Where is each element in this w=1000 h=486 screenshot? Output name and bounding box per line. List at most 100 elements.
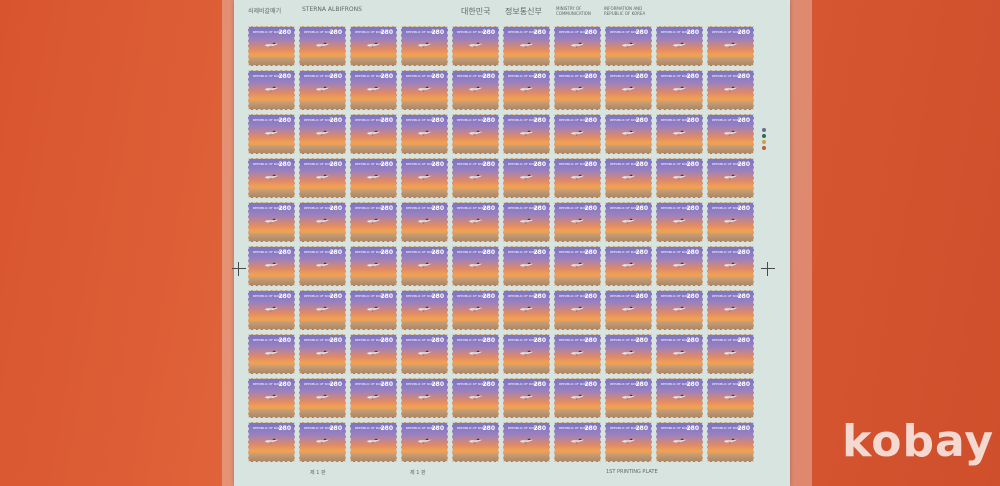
stamp: REPUBLIC OF KOREA 280 bbox=[707, 114, 754, 154]
stamp-shore bbox=[402, 364, 447, 373]
tern-bird-icon bbox=[417, 262, 431, 268]
tern-bird-icon bbox=[570, 350, 584, 356]
tern-bird-icon bbox=[264, 394, 278, 400]
stamp: REPUBLIC OF KOREA 280 bbox=[299, 114, 346, 154]
tern-bird-icon bbox=[468, 394, 482, 400]
stamp: REPUBLIC OF KOREA 280 bbox=[503, 290, 550, 330]
stamp-shore bbox=[708, 144, 753, 153]
tern-bird-icon bbox=[417, 130, 431, 136]
tern-bird-icon bbox=[366, 130, 380, 136]
stamp: REPUBLIC OF KOREA 280 bbox=[503, 422, 550, 462]
tern-bird-icon bbox=[315, 306, 329, 312]
stamp-value: 280 bbox=[533, 29, 546, 36]
stamp-value: 280 bbox=[584, 117, 597, 124]
stamp: REPUBLIC OF KOREA 280 bbox=[503, 202, 550, 242]
tern-bird-icon bbox=[366, 174, 380, 180]
stamp-country-text: REPUBLIC OF KOREA bbox=[712, 30, 743, 34]
stamp-country-text: REPUBLIC OF KOREA bbox=[661, 382, 692, 386]
stamp-value: 280 bbox=[533, 381, 546, 388]
margin-info-line1: INFORMATION AND bbox=[604, 6, 643, 11]
stamp-value: 280 bbox=[329, 249, 342, 256]
tern-bird-icon bbox=[621, 86, 635, 92]
stamp-value: 280 bbox=[278, 337, 291, 344]
stamp-country-text: REPUBLIC OF KOREA bbox=[559, 338, 590, 342]
stamp: REPUBLIC OF KOREA 280 bbox=[401, 70, 448, 110]
stamp-country-text: REPUBLIC OF KOREA bbox=[304, 206, 335, 210]
stamp-value: 280 bbox=[482, 337, 495, 344]
stamp-shore bbox=[657, 320, 702, 329]
stamp-value: 280 bbox=[737, 337, 750, 344]
color-check-dots bbox=[762, 126, 766, 152]
stamp-country-text: REPUBLIC OF KOREA bbox=[610, 338, 641, 342]
stamp-value: 280 bbox=[329, 425, 342, 432]
stamp: REPUBLIC OF KOREA 280 bbox=[503, 246, 550, 286]
stamp-country-text: REPUBLIC OF KOREA bbox=[406, 206, 437, 210]
stamp-value: 280 bbox=[278, 293, 291, 300]
stamp-value: 280 bbox=[686, 205, 699, 212]
stamp-shore bbox=[555, 232, 600, 241]
stamp-country-text: REPUBLIC OF KOREA bbox=[457, 118, 488, 122]
tern-bird-icon bbox=[723, 174, 737, 180]
stamp-shore bbox=[657, 452, 702, 461]
tern-bird-icon bbox=[519, 42, 533, 48]
tern-bird-icon bbox=[468, 218, 482, 224]
tern-bird-icon bbox=[315, 394, 329, 400]
tern-bird-icon bbox=[621, 42, 635, 48]
tern-bird-icon bbox=[723, 350, 737, 356]
stamp-country-text: REPUBLIC OF KOREA bbox=[508, 338, 539, 342]
stamp-value: 280 bbox=[533, 425, 546, 432]
tern-bird-icon bbox=[672, 130, 686, 136]
color-check-dot bbox=[762, 140, 766, 144]
stamp: REPUBLIC OF KOREA 280 bbox=[554, 26, 601, 66]
stamp-country-text: REPUBLIC OF KOREA bbox=[253, 338, 284, 342]
stamp-country-text: REPUBLIC OF KOREA bbox=[406, 294, 437, 298]
stamp-country-text: REPUBLIC OF KOREA bbox=[661, 206, 692, 210]
stamp-value: 280 bbox=[584, 425, 597, 432]
stamp-country-text: REPUBLIC OF KOREA bbox=[712, 74, 743, 78]
tern-bird-icon bbox=[672, 262, 686, 268]
stamp-country-text: REPUBLIC OF KOREA bbox=[559, 250, 590, 254]
stamp-country-text: REPUBLIC OF KOREA bbox=[304, 294, 335, 298]
stamp-value: 280 bbox=[635, 337, 648, 344]
stamp-value: 280 bbox=[686, 337, 699, 344]
tern-bird-icon bbox=[468, 174, 482, 180]
stamp-shore bbox=[606, 56, 651, 65]
tern-bird-icon bbox=[264, 262, 278, 268]
stamp: REPUBLIC OF KOREA 280 bbox=[248, 422, 295, 462]
stamp-country-text: REPUBLIC OF KOREA bbox=[712, 250, 743, 254]
stamp-value: 280 bbox=[431, 29, 444, 36]
stamp-country-text: REPUBLIC OF KOREA bbox=[304, 162, 335, 166]
stamp-country-text: REPUBLIC OF KOREA bbox=[508, 294, 539, 298]
tern-bird-icon bbox=[366, 438, 380, 444]
stamp: REPUBLIC OF KOREA 280 bbox=[707, 26, 754, 66]
tern-bird-icon bbox=[672, 42, 686, 48]
stamp-value: 280 bbox=[380, 161, 393, 168]
stamp: REPUBLIC OF KOREA 280 bbox=[299, 246, 346, 286]
margin-ministry-line2: COMMUNICATION bbox=[556, 11, 591, 16]
stamp-shore bbox=[402, 56, 447, 65]
stamp-country-text: REPUBLIC OF KOREA bbox=[253, 426, 284, 430]
tern-bird-icon bbox=[672, 394, 686, 400]
stamp-value: 280 bbox=[686, 249, 699, 256]
stamp: REPUBLIC OF KOREA 280 bbox=[452, 378, 499, 418]
stamp-value: 280 bbox=[380, 425, 393, 432]
tern-bird-icon bbox=[468, 306, 482, 312]
tern-bird-icon bbox=[570, 306, 584, 312]
tern-bird-icon bbox=[570, 174, 584, 180]
stamp: REPUBLIC OF KOREA 280 bbox=[554, 158, 601, 198]
tern-bird-icon bbox=[417, 86, 431, 92]
stamp-country-text: REPUBLIC OF KOREA bbox=[610, 74, 641, 78]
stamp-shore bbox=[402, 188, 447, 197]
stamp-country-text: REPUBLIC OF KOREA bbox=[457, 426, 488, 430]
stamp-value: 280 bbox=[737, 381, 750, 388]
stamp-country-text: REPUBLIC OF KOREA bbox=[355, 426, 386, 430]
stamp-shore bbox=[300, 100, 345, 109]
stamp-country-text: REPUBLIC OF KOREA bbox=[559, 206, 590, 210]
stamp: REPUBLIC OF KOREA 280 bbox=[656, 290, 703, 330]
stamp-shore bbox=[402, 232, 447, 241]
stamp: REPUBLIC OF KOREA 280 bbox=[452, 202, 499, 242]
stamp-shore bbox=[300, 188, 345, 197]
stamp: REPUBLIC OF KOREA 280 bbox=[503, 378, 550, 418]
tern-bird-icon bbox=[570, 262, 584, 268]
stamp-value: 280 bbox=[482, 29, 495, 36]
